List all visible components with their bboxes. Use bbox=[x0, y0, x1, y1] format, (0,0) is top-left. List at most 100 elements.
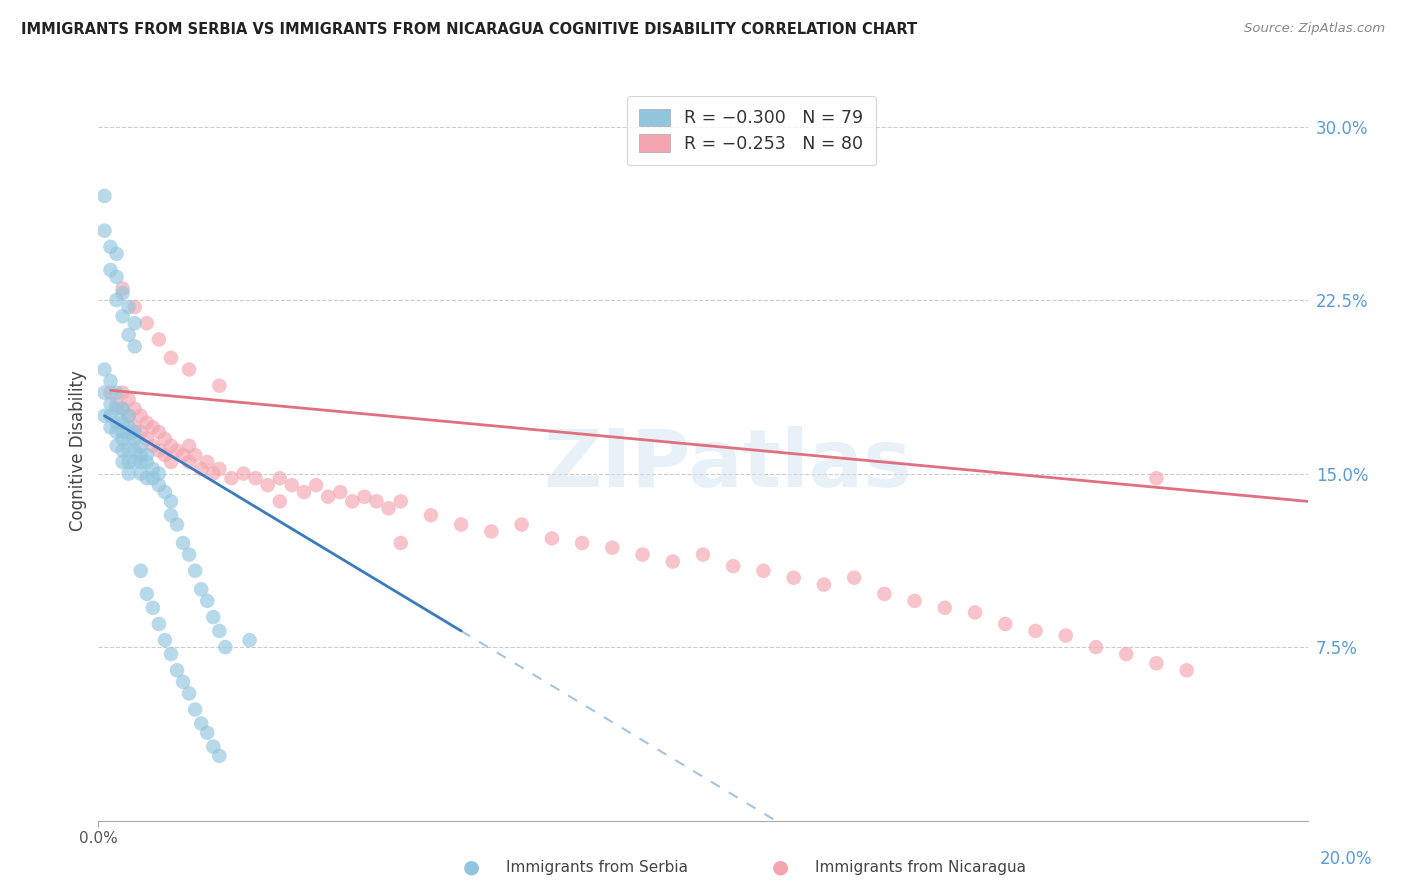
Point bbox=[1175, 663, 1198, 677]
Text: IMMIGRANTS FROM SERBIA VS IMMIGRANTS FROM NICARAGUA COGNITIVE DISABILITY CORRELA: IMMIGRANTS FROM SERBIA VS IMMIGRANTS FRO… bbox=[21, 22, 917, 37]
Point bbox=[172, 448, 194, 462]
Y-axis label: Cognitive Disability: Cognitive Disability bbox=[69, 370, 87, 531]
Point bbox=[160, 508, 183, 523]
Point bbox=[148, 467, 170, 481]
Point bbox=[124, 316, 146, 330]
Point bbox=[118, 455, 141, 469]
Point bbox=[118, 392, 141, 407]
Text: Source: ZipAtlas.com: Source: ZipAtlas.com bbox=[1244, 22, 1385, 36]
Point bbox=[111, 385, 134, 400]
Point bbox=[129, 564, 152, 578]
Point bbox=[118, 300, 141, 314]
Point bbox=[124, 425, 146, 439]
Point bbox=[160, 439, 183, 453]
Point bbox=[184, 703, 207, 717]
Point bbox=[118, 432, 141, 446]
Point bbox=[93, 362, 115, 376]
Point bbox=[100, 420, 122, 434]
Point bbox=[105, 439, 128, 453]
Point bbox=[142, 439, 165, 453]
Point bbox=[281, 478, 304, 492]
Point bbox=[142, 420, 165, 434]
Point bbox=[602, 541, 624, 555]
Point bbox=[111, 425, 134, 439]
Point bbox=[100, 397, 122, 411]
Point bbox=[148, 478, 170, 492]
Text: ZIPatlas: ZIPatlas bbox=[543, 426, 911, 504]
Point bbox=[179, 362, 201, 376]
Point bbox=[184, 448, 207, 462]
Point bbox=[148, 443, 170, 458]
Point bbox=[105, 425, 128, 439]
Point bbox=[214, 640, 236, 654]
Point bbox=[256, 478, 278, 492]
Point bbox=[118, 409, 141, 423]
Point bbox=[208, 748, 231, 763]
Point bbox=[153, 448, 176, 462]
Point bbox=[93, 385, 115, 400]
Point bbox=[160, 351, 183, 365]
Point bbox=[195, 725, 218, 739]
Point bbox=[179, 455, 201, 469]
Point bbox=[111, 281, 134, 295]
Point bbox=[305, 478, 328, 492]
Point bbox=[129, 455, 152, 469]
Point bbox=[135, 471, 157, 485]
Point bbox=[166, 443, 188, 458]
Point bbox=[329, 485, 352, 500]
Point bbox=[692, 548, 714, 562]
Point bbox=[142, 600, 165, 615]
Point bbox=[129, 409, 152, 423]
Point bbox=[105, 293, 128, 307]
Point bbox=[752, 564, 775, 578]
Point bbox=[190, 716, 212, 731]
Point bbox=[129, 448, 152, 462]
Point bbox=[813, 577, 835, 591]
Point bbox=[124, 420, 146, 434]
Point bbox=[208, 624, 231, 638]
Point bbox=[129, 439, 152, 453]
Point bbox=[124, 455, 146, 469]
Point bbox=[934, 600, 956, 615]
Point bbox=[111, 401, 134, 416]
Point bbox=[118, 467, 141, 481]
Point bbox=[153, 633, 176, 648]
Point bbox=[723, 559, 745, 574]
Point bbox=[105, 247, 128, 261]
Point bbox=[105, 269, 128, 284]
Point bbox=[221, 471, 243, 485]
Point bbox=[420, 508, 443, 523]
Point bbox=[342, 494, 364, 508]
Point bbox=[269, 471, 291, 485]
Point bbox=[93, 409, 115, 423]
Point bbox=[172, 536, 194, 550]
Point bbox=[208, 378, 231, 392]
Point bbox=[111, 310, 134, 324]
Point bbox=[389, 494, 412, 508]
Point bbox=[118, 409, 141, 423]
Point bbox=[124, 443, 146, 458]
Point bbox=[135, 416, 157, 430]
Point bbox=[208, 462, 231, 476]
Point bbox=[160, 647, 183, 661]
Text: ●: ● bbox=[463, 857, 479, 877]
Point bbox=[994, 617, 1017, 632]
Point bbox=[389, 536, 412, 550]
Point bbox=[118, 420, 141, 434]
Point bbox=[129, 425, 152, 439]
Point bbox=[540, 532, 562, 546]
Point bbox=[93, 224, 115, 238]
Point bbox=[631, 548, 654, 562]
Point bbox=[124, 401, 146, 416]
Point bbox=[111, 443, 134, 458]
Point bbox=[1085, 640, 1108, 654]
Point bbox=[129, 467, 152, 481]
Point bbox=[100, 240, 122, 254]
Point bbox=[166, 517, 188, 532]
Point bbox=[100, 263, 122, 277]
Point bbox=[111, 432, 134, 446]
Point bbox=[202, 610, 225, 624]
Point bbox=[100, 385, 122, 400]
Point bbox=[195, 594, 218, 608]
Point bbox=[844, 571, 866, 585]
